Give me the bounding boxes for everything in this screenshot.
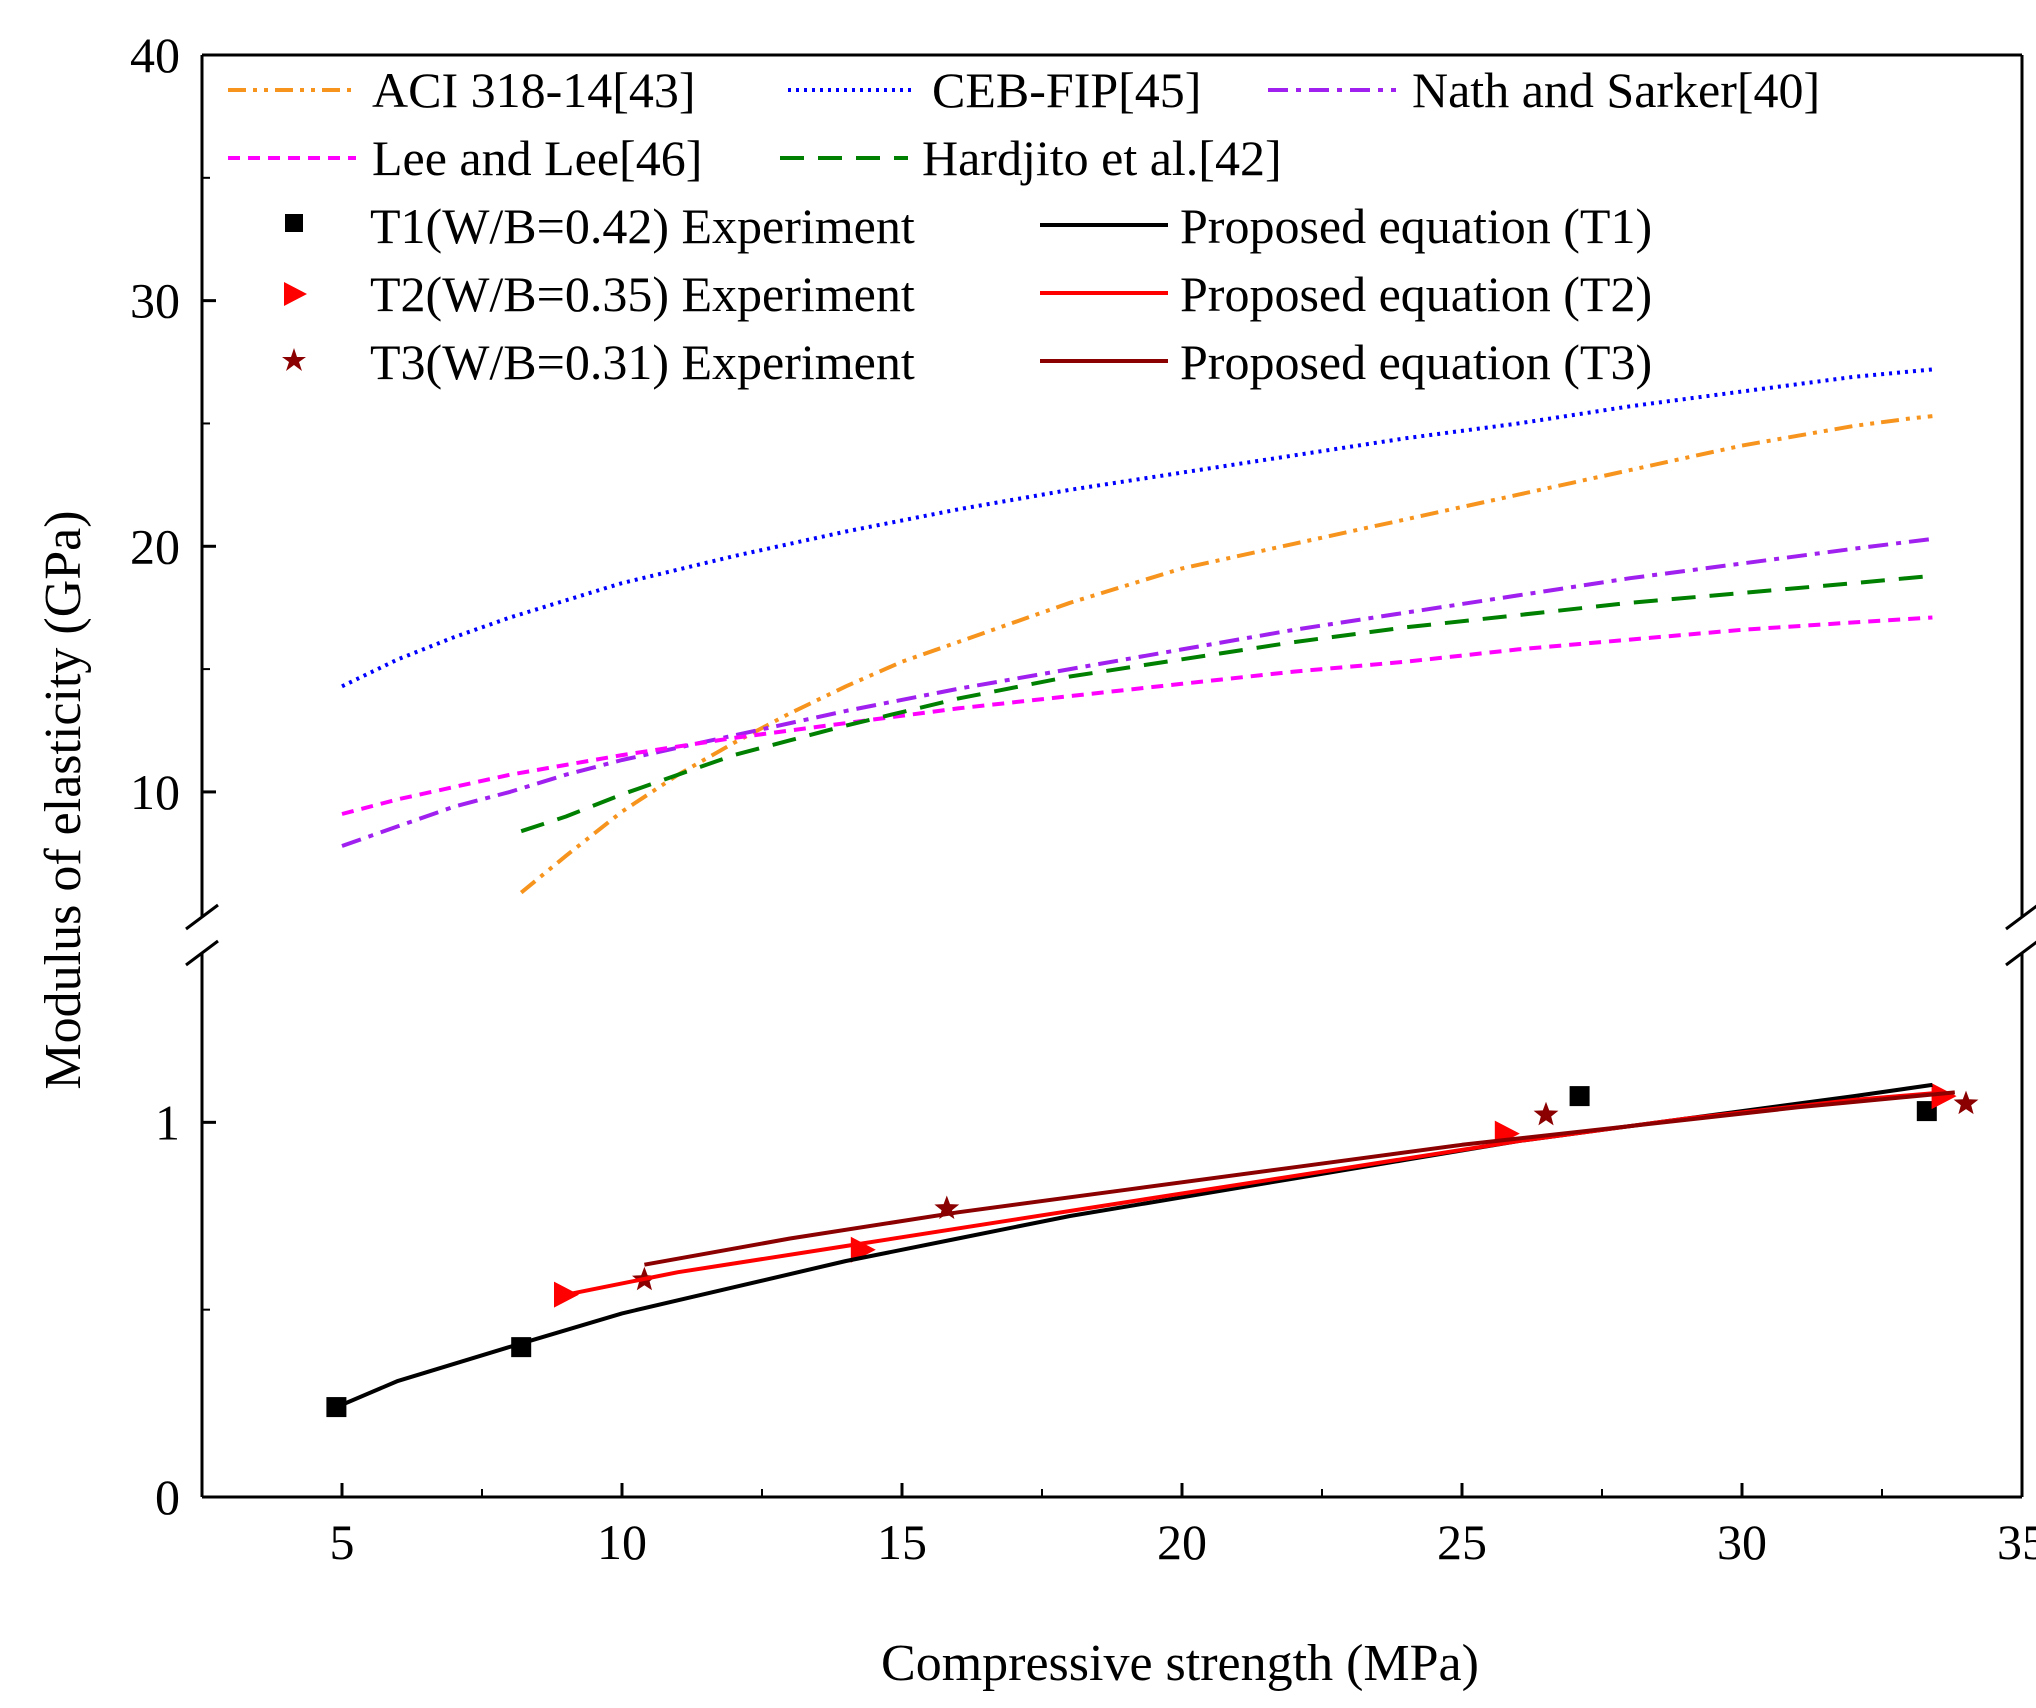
x-tick-label: 30 bbox=[1717, 1514, 1767, 1570]
y-tick-label: 1 bbox=[155, 1094, 180, 1150]
legend-label-t2-equation: Proposed equation (T2) bbox=[1180, 266, 1652, 322]
legend-label-t3-equation: Proposed equation (T3) bbox=[1180, 334, 1652, 390]
x-tick-label: 5 bbox=[330, 1514, 355, 1570]
legend-marker-t3 bbox=[282, 348, 306, 371]
series-line-nath-and-sarker-40 bbox=[341, 536, 1933, 848]
series-line-lee-and-lee-46 bbox=[341, 615, 1933, 816]
data-point-t1-w-b-0-42-experiment bbox=[1569, 1086, 1590, 1107]
legend-label-nath: Nath and Sarker[40] bbox=[1412, 62, 1820, 118]
x-tick-label: 10 bbox=[597, 1514, 647, 1570]
axis-titles: Compressive strength (MPa) Modulus of el… bbox=[35, 510, 1479, 1692]
x-tick-label: 25 bbox=[1437, 1514, 1487, 1570]
y-tick-label: 0 bbox=[155, 1469, 180, 1525]
axis-break-mark bbox=[2005, 940, 2036, 967]
x-tick-label: 35 bbox=[1997, 1514, 2036, 1570]
data-point-t3-w-b-0-31-experiment bbox=[1953, 1090, 1979, 1115]
legend-label-aci: ACI 318-14[43] bbox=[372, 62, 696, 118]
legend-marker-t2 bbox=[284, 282, 307, 306]
data-point-t3-w-b-0-31-experiment bbox=[934, 1195, 960, 1219]
legend-label-lee: Lee and Lee[46] bbox=[372, 130, 702, 186]
legend-label-hardjito: Hardjito et al.[42] bbox=[922, 130, 1282, 186]
y-tick-label: 30 bbox=[130, 273, 180, 329]
series-line-aci-318-14-43 bbox=[519, 414, 1933, 895]
axis-break-mark bbox=[185, 939, 219, 967]
x-tick-label: 15 bbox=[877, 1514, 927, 1570]
plot-area: 5 10 15 20 25 30 35 10 20 30 40 0 1 bbox=[130, 27, 2036, 1570]
axis-break-mark bbox=[185, 903, 219, 931]
data-point-t2-w-b-0-35-experiment bbox=[1931, 1083, 1957, 1110]
x-tick-label: 20 bbox=[1157, 1514, 1207, 1570]
legend-label-t1-experiment: T1(W/B=0.42) Experiment bbox=[370, 198, 915, 254]
legend: ACI 318-14[43] CEB-FIP[45] Nath and Sark… bbox=[228, 62, 1820, 390]
x-axis-title: Compressive strength (MPa) bbox=[881, 1635, 1479, 1692]
y-tick-label: 20 bbox=[130, 518, 180, 574]
legend-label-t1-equation: Proposed equation (T1) bbox=[1180, 198, 1652, 254]
legend-label-t2-experiment: T2(W/B=0.35) Experiment bbox=[370, 266, 915, 322]
y-tick-label: 40 bbox=[130, 27, 180, 83]
series-line-proposed-equation-t3 bbox=[644, 1090, 1955, 1267]
data-point-t3-w-b-0-31-experiment bbox=[1533, 1101, 1559, 1126]
axis-break-mark bbox=[2005, 904, 2036, 931]
legend-label-t3-experiment: T3(W/B=0.31) Experiment bbox=[370, 334, 915, 390]
y-tick-label: 10 bbox=[130, 764, 180, 820]
series-line-hardjito-et-al-42 bbox=[520, 573, 1933, 834]
y-axis-title: Modulus of elasticity (GPa) bbox=[35, 510, 92, 1089]
legend-marker-t1 bbox=[285, 214, 303, 232]
legend-label-ceb: CEB-FIP[45] bbox=[932, 62, 1201, 118]
